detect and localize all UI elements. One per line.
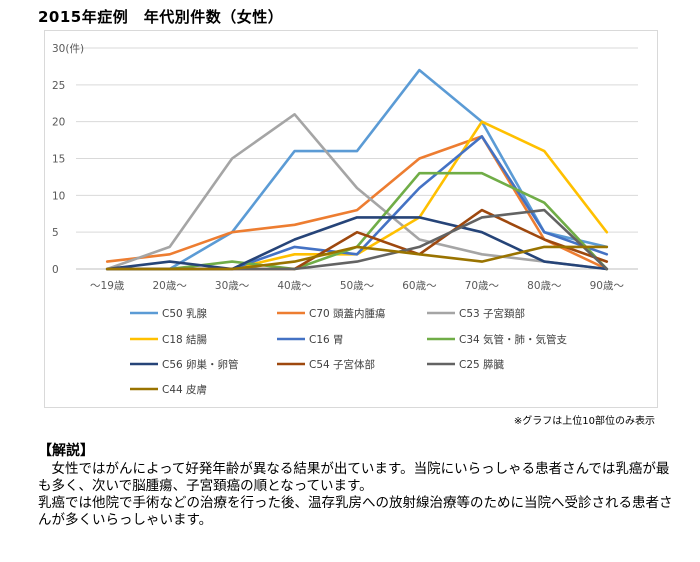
x-tick-label: 30歳～ (215, 280, 250, 292)
legend-label: C25 膵臓 (459, 359, 505, 371)
explanation-paragraph-1: 女性ではがんによって好発年齢が異なる結果が出ています。当院にいらっしゃる患者さん… (38, 461, 670, 494)
y-tick-label: 5 (52, 227, 59, 239)
line-chart: 0 5 10 15 20 25 30(件) ～19歳 20歳～ 30歳～ 40歳～ 50歳～ 60歳～ 7… (52, 43, 638, 396)
page-title: 2015年症例 年代別件数（女性） (38, 8, 284, 26)
legend-label: C34 気管・肺・気管支 (459, 333, 568, 346)
explanation-section: 【解説】 女性ではがんによって好発年齢が異なる結果が出ています。当院にいらっしゃ… (38, 443, 678, 529)
chart-frame: 0 5 10 15 20 25 30(件) ～19歳 20歳～ 30歳～ 40歳～ 50歳～ 60歳～ 7… (44, 30, 658, 408)
x-tick-label: 80歳～ (527, 280, 562, 292)
y-tick-label: 10 (52, 190, 65, 202)
y-tick-label: 15 (52, 154, 65, 166)
x-tick-label: 90歳～ (590, 280, 625, 292)
y-tick-label: 0 (52, 264, 59, 276)
legend-label: C50 乳腺 (162, 307, 208, 320)
legend-label: C53 子宮頚部 (459, 307, 525, 320)
x-tick-label: 50歳～ (340, 280, 375, 292)
legend-label: C54 子宮体部 (309, 358, 375, 371)
series-line-10 (105, 245, 609, 271)
x-tick-label: 70歳～ (465, 280, 500, 292)
legend-label: C16 胃 (309, 334, 344, 346)
x-tick-label: 20歳～ (152, 280, 187, 292)
legend-label: C18 結腸 (162, 333, 208, 346)
x-tick-label: 60歳～ (402, 280, 437, 292)
y-tick-label: 25 (52, 80, 65, 92)
explanation-heading: 【解説】 (38, 443, 94, 459)
series-line-1 (105, 68, 609, 271)
x-tick-label: ～19歳 (90, 280, 125, 292)
x-tick-label: 40歳～ (277, 280, 312, 292)
legend-label: C56 卵巣・卵管 (162, 358, 239, 371)
series-line-2 (105, 135, 609, 271)
y-tick-label: 30(件) (52, 43, 84, 55)
chart-note: ※グラフは上位10部位のみ表示 (513, 416, 655, 427)
series-line-3 (105, 113, 609, 271)
explanation-paragraph-2: 乳癌では他院で手術などの治療を行った後、温存乳房への放射線治療等のために当院へ受… (38, 495, 673, 528)
legend-label: C44 皮膚 (162, 383, 207, 396)
legend-label: C70 頭蓋内腫瘍 (309, 307, 386, 320)
y-tick-label: 20 (52, 117, 65, 129)
